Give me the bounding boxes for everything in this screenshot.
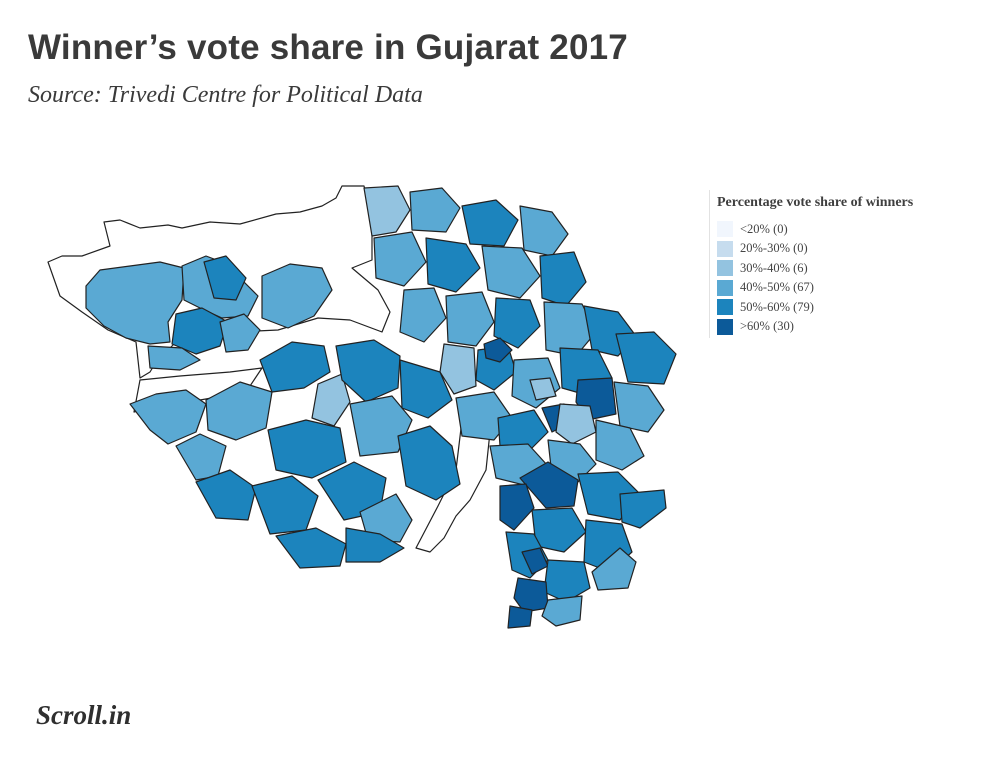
- legend-swatch: [717, 260, 733, 277]
- legend-swatch: [717, 240, 733, 257]
- saurashtra-junagadh: [251, 475, 319, 535]
- kutch-center: [171, 307, 229, 355]
- legend-label: 30%-40% (6): [740, 260, 808, 275]
- kutch-bhuj: [203, 255, 247, 301]
- legend-swatch: [717, 299, 733, 316]
- chart-title: Winner’s vote share in Gujarat 2017: [28, 28, 628, 67]
- legend-item: 50%-60% (79): [717, 298, 814, 316]
- scroll-logo: Scroll.in: [36, 700, 132, 730]
- south-dediapada: [619, 489, 667, 529]
- north-banaskantha-west: [363, 185, 411, 237]
- north-palanpur: [461, 199, 519, 247]
- north-mehsana: [445, 291, 495, 347]
- legend-item: 40%-50% (67): [717, 279, 814, 296]
- legend-label: 50%-60% (79): [740, 299, 814, 314]
- saurashtra-wankaner: [311, 373, 351, 427]
- saurashtra-center: [267, 419, 347, 479]
- kutch-anjar: [147, 345, 201, 371]
- north-patan: [425, 237, 481, 293]
- saurashtra-dwarka: [175, 433, 227, 481]
- kutch-east: [261, 263, 333, 329]
- kutch-west: [85, 261, 185, 345]
- legend-label: 40%-50% (67): [740, 280, 814, 295]
- north-ambaji: [519, 205, 569, 257]
- legend-label: >60% (30): [740, 319, 794, 334]
- central-dholka: [399, 359, 453, 419]
- north-sidhpur: [399, 287, 447, 343]
- south-bharuch: [519, 461, 579, 509]
- north-modasa: [543, 301, 597, 357]
- north-viramgam: [439, 343, 477, 395]
- saurashtra-bhavnagar: [397, 425, 461, 501]
- ahmedabad-city: [483, 337, 513, 363]
- south-bardoli: [543, 559, 591, 603]
- legend: Percentage vote share of winners <20% (0…: [709, 190, 942, 338]
- central-chhota-udaipur: [595, 419, 645, 471]
- south-gandevi: [541, 595, 583, 627]
- north-banaskantha-east: [409, 187, 461, 233]
- legend-item: 20%-30% (0): [717, 240, 808, 257]
- kutch-mundra: [219, 313, 261, 353]
- north-deesa: [373, 231, 427, 287]
- central-vadodara-rural: [555, 403, 597, 445]
- legend-item: 30%-40% (6): [717, 259, 808, 277]
- central-anand-small: [529, 377, 557, 401]
- legend-swatch: [717, 318, 733, 335]
- south-jambusar: [499, 483, 535, 531]
- central-godhra: [615, 331, 677, 385]
- legend-item: <20% (0): [717, 220, 788, 238]
- saurashtra-porbandar: [195, 469, 257, 521]
- legend-label: <20% (0): [740, 221, 788, 236]
- north-idar: [481, 245, 541, 299]
- legend-title: Percentage vote share of winners: [717, 195, 914, 210]
- legend-item: >60% (30): [717, 318, 794, 335]
- north-himmatnagar: [493, 297, 541, 349]
- north-khedbrahma: [539, 251, 587, 307]
- saurashtra-rajula: [345, 527, 405, 563]
- saurashtra-surendranagar: [335, 339, 401, 403]
- legend-swatch: [717, 279, 733, 296]
- south-valsad: [507, 605, 533, 629]
- saurashtra-amreli: [317, 461, 387, 521]
- saurashtra-rajkot: [205, 381, 273, 441]
- saurashtra-gir: [275, 527, 347, 569]
- central-limkheda: [613, 381, 665, 433]
- saurashtra-jamnagar: [129, 389, 207, 445]
- central-petlad: [497, 409, 549, 453]
- legend-label: 20%-30% (0): [740, 241, 808, 256]
- chart-source: Source: Trivedi Centre for Political Dat…: [28, 82, 423, 108]
- south-navsari: [513, 577, 549, 613]
- gujarat-choropleth-map: [47, 185, 677, 629]
- south-songadh: [591, 547, 637, 591]
- legend-swatch: [717, 221, 733, 238]
